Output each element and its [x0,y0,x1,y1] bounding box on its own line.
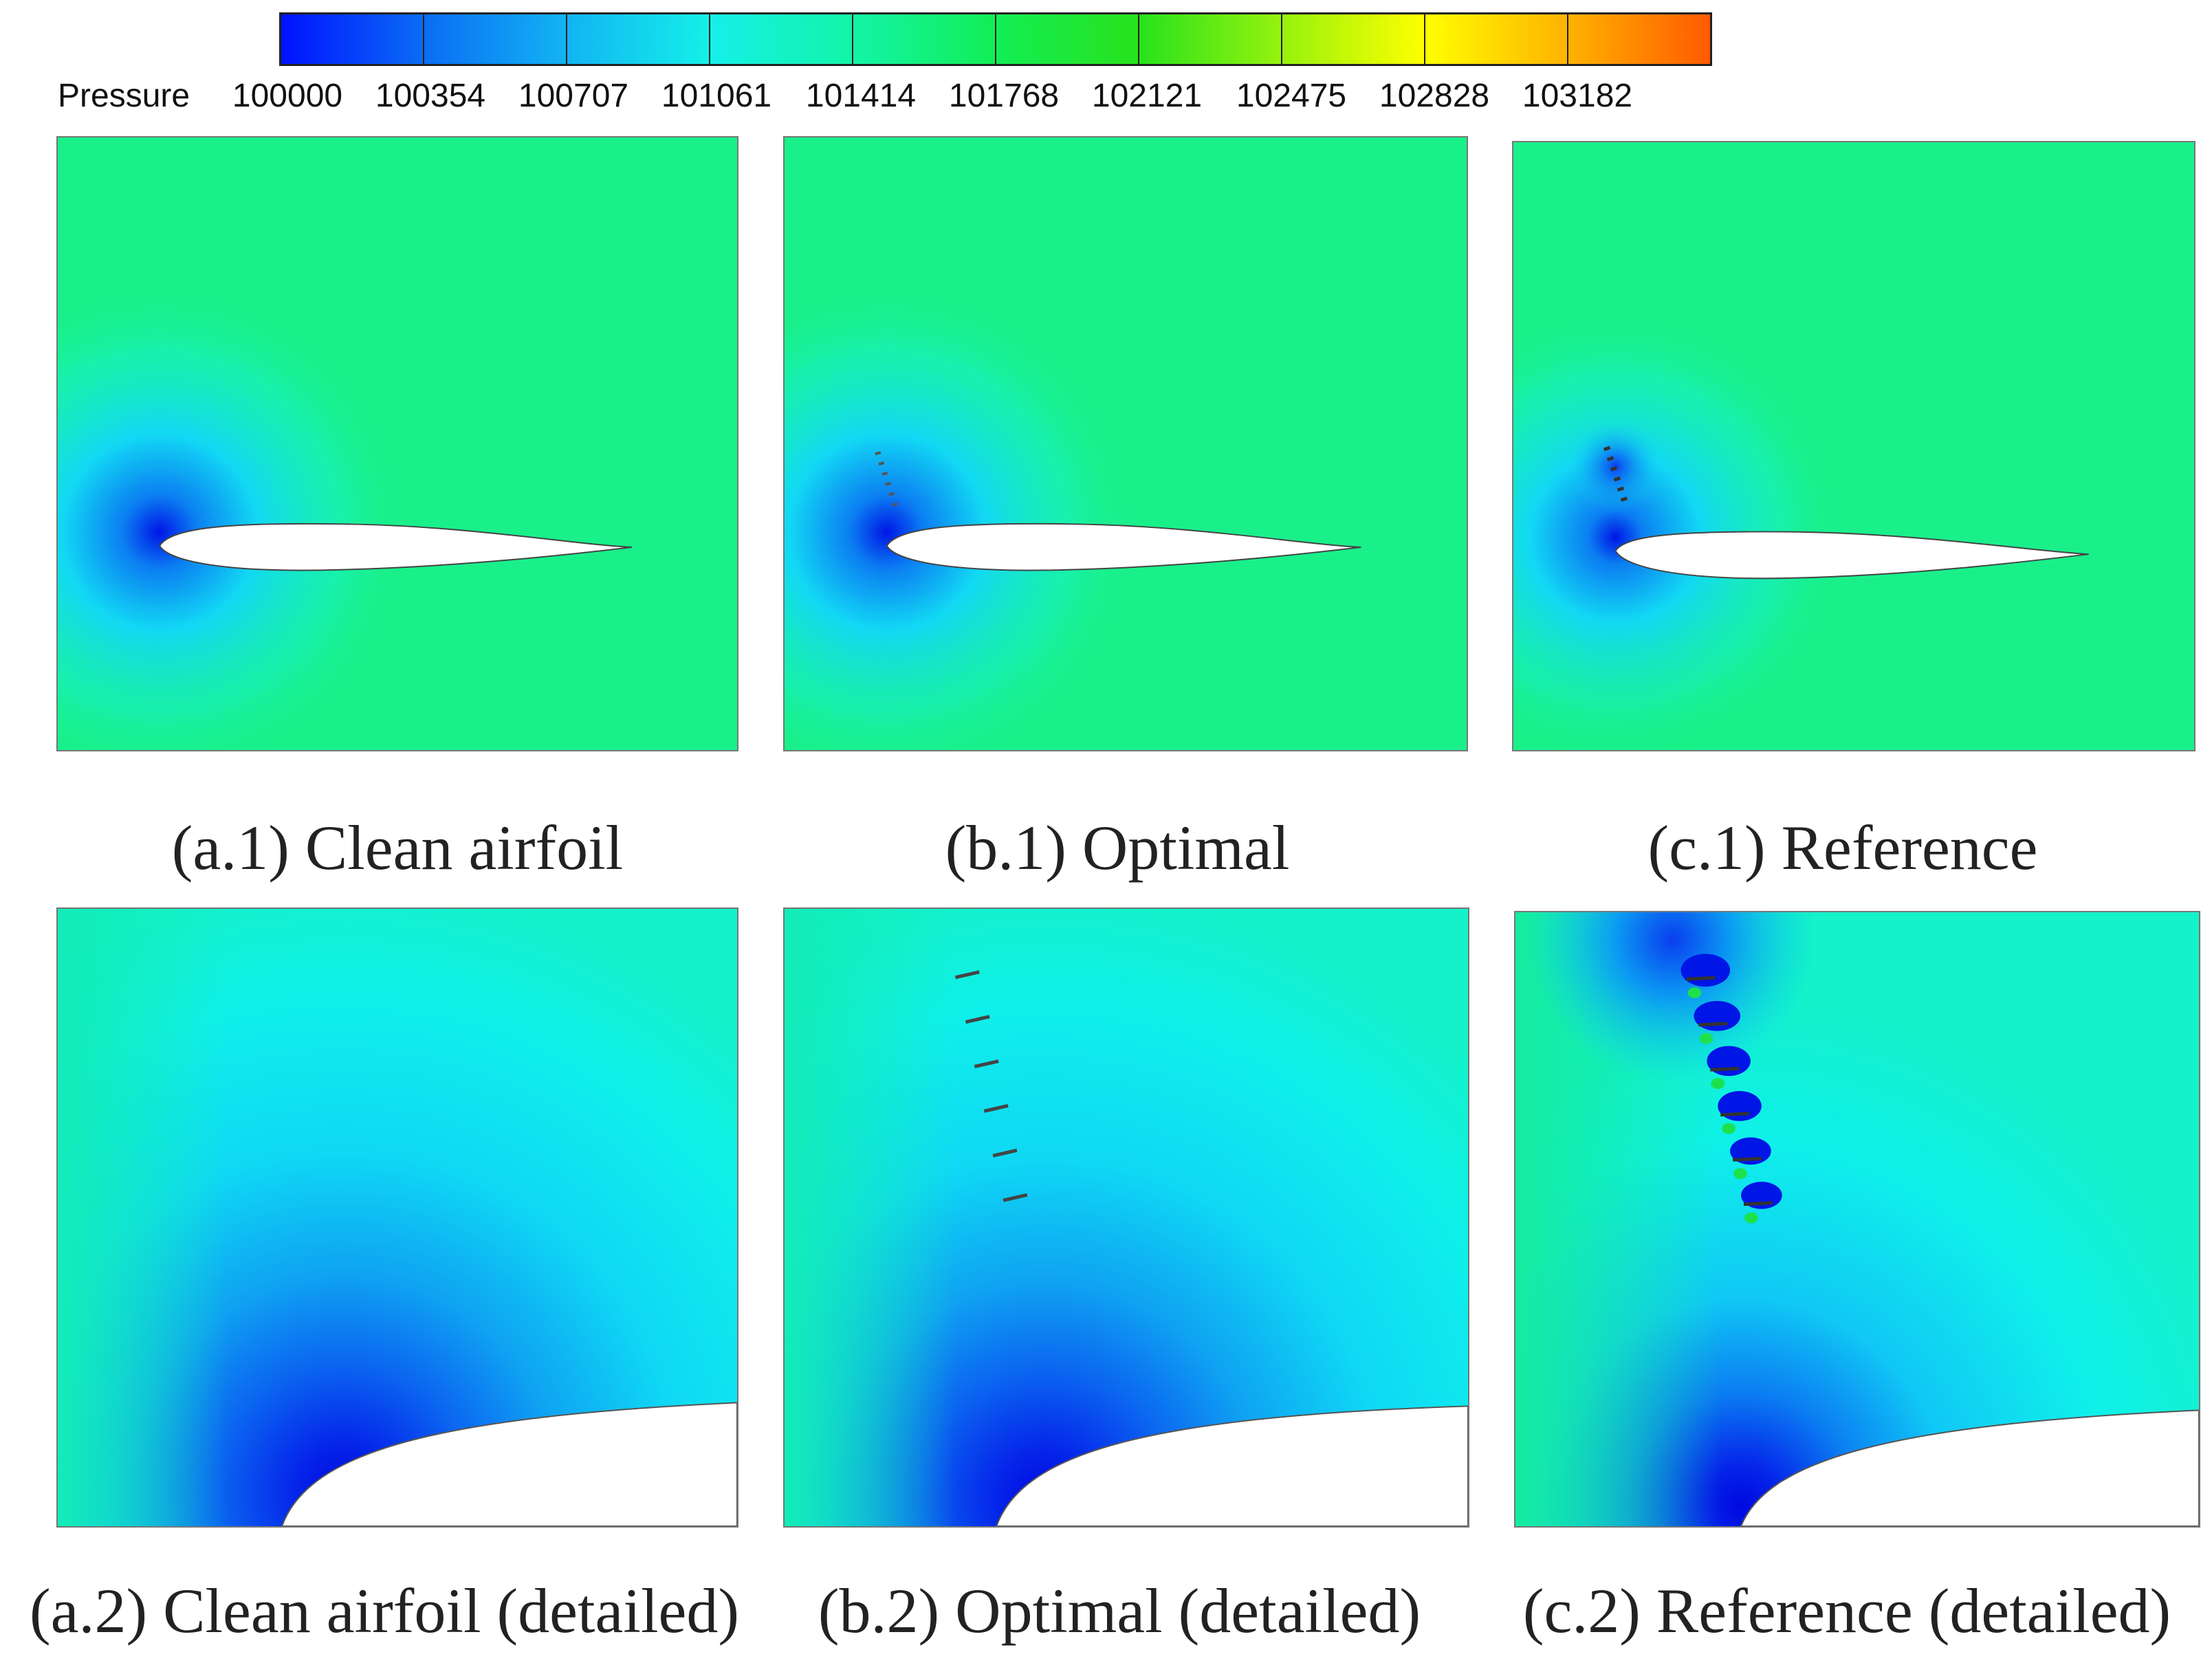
colorbar-swatch [1425,14,1568,64]
colorbar-title: Pressure [58,78,190,114]
colorbar-tick-label: 102828 [1379,78,1490,114]
panel-optimal-detailed [783,907,1469,1528]
caption-a1: (a.1) Clean airfoil [171,813,624,883]
vortex-generator-array [1680,954,1782,1224]
colorbar-tick-label: 103182 [1522,78,1633,114]
pressure-contour-reference-detailed [1515,912,2199,1526]
colorbar-tick-label: 100000 [232,78,343,114]
caption-b2: (b.2) Optimal (detailed) [818,1576,1421,1646]
caption-a2: (a.2) Clean airfoil (detailed) [30,1576,739,1646]
colorbar-swatch [424,14,567,64]
colorbar-tick-label: 101768 [948,78,1060,114]
colorbar-swatch [1139,14,1282,64]
panel-clean-airfoil-detailed [56,907,738,1528]
colorbar-swatch [281,14,424,64]
colorbar-tick-label: 102121 [1091,78,1203,114]
colorbar-swatch [1568,14,1710,64]
vortex-generator-array [954,970,1028,1202]
pressure-colorbar [279,12,1712,66]
caption-b1: (b.1) Optimal [945,813,1290,883]
colorbar-swatch [567,14,710,64]
panel-reference [1512,141,2195,751]
colorbar-tick-label: 100707 [518,78,629,114]
panel-reference-detailed [1514,911,2200,1528]
caption-c1: (c.1) Reference [1647,813,2038,883]
pressure-contour-optimal [785,137,1467,750]
colorbar-tick-label: 101061 [661,78,772,114]
panel-optimal [783,136,1468,751]
colorbar-tick-label: 100354 [375,78,486,114]
caption-c2: (c.2) Reference (detailed) [1522,1576,2171,1646]
vortex-generator-array [1603,445,1628,502]
pressure-contour-clean [58,137,737,750]
colorbar-swatch [853,14,996,64]
pressure-contour-optimal-detailed [785,909,1468,1526]
pressure-contour-reference [1513,142,2194,750]
panel-clean-airfoil [56,136,738,751]
colorbar-swatch [996,14,1139,64]
colorbar-tick-label: 102475 [1236,78,1347,114]
colorbar-tick-label: 101414 [805,78,917,114]
colorbar-swatch [710,14,853,64]
colorbar-swatch [1282,14,1425,64]
vortex-generator-array [875,451,899,507]
pressure-contour-clean-detailed [58,909,737,1526]
